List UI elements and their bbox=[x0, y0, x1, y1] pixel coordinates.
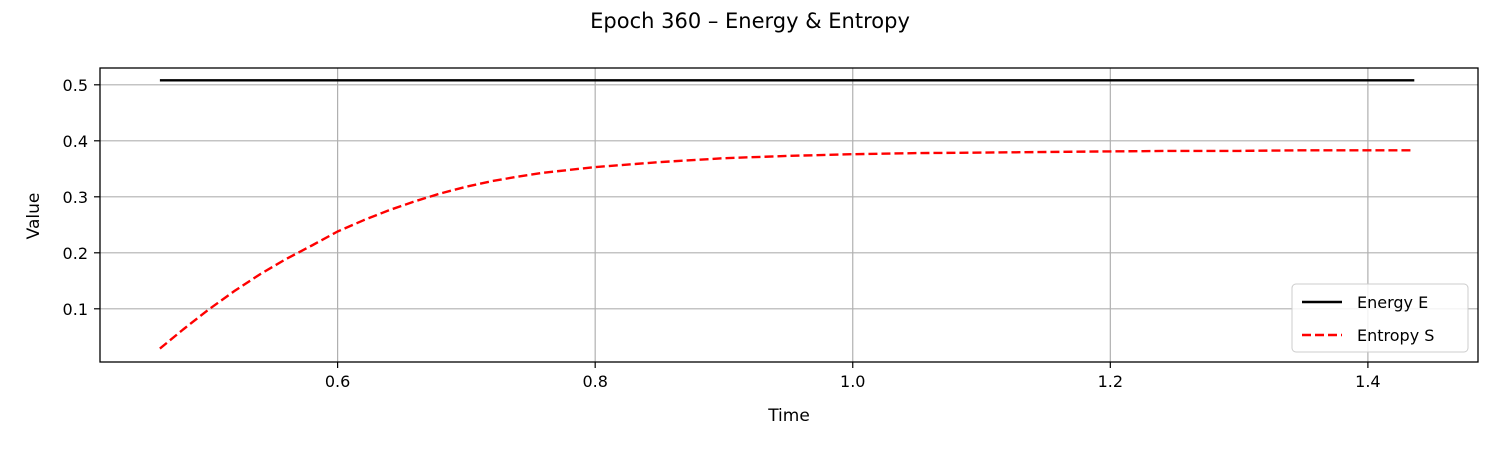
x-tick-label: 0.8 bbox=[582, 372, 607, 391]
plot-frame bbox=[99, 67, 1479, 363]
x-tick-label: 1.0 bbox=[840, 372, 865, 391]
legend-label: Energy E bbox=[1357, 293, 1428, 312]
series-layer bbox=[159, 79, 1415, 350]
x-tick-label: 0.6 bbox=[325, 372, 350, 391]
legend-label: Entropy S bbox=[1357, 326, 1434, 345]
x-axis-label: Time bbox=[767, 406, 810, 426]
series-line-entropy bbox=[159, 149, 1415, 350]
x-axis: 0.6 0.8 1.0 1.2 1.4 bbox=[325, 362, 1381, 391]
y-tick-label: 0.1 bbox=[63, 300, 88, 319]
y-tick-label: 0.5 bbox=[63, 76, 88, 95]
x-tick-label: 1.4 bbox=[1355, 372, 1380, 391]
chart-title: Epoch 360 – Energy & Entropy bbox=[590, 9, 910, 33]
y-axis-label: Value bbox=[24, 193, 44, 240]
y-axis: 0.1 0.2 0.3 0.4 0.5 bbox=[63, 76, 100, 319]
y-tick-label: 0.3 bbox=[63, 188, 88, 207]
grid bbox=[100, 68, 1478, 362]
legend: Energy E Entropy S bbox=[1291, 283, 1469, 353]
x-tick-label: 1.2 bbox=[1098, 372, 1123, 391]
y-tick-label: 0.2 bbox=[63, 244, 88, 263]
y-tick-label: 0.4 bbox=[63, 132, 88, 151]
